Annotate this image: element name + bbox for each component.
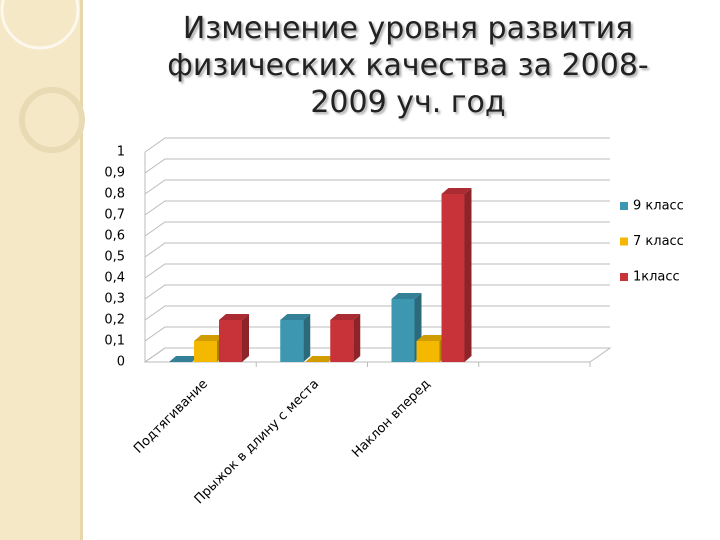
legend-label: 1класс: [633, 270, 680, 285]
chart-title: Изменение уровня развития физических кач…: [167, 11, 649, 120]
y-tick-label: 1: [117, 145, 125, 160]
legend-label: 7 класс: [633, 234, 684, 249]
bar-top: [416, 335, 447, 341]
bar: [391, 299, 415, 362]
bar-top: [169, 356, 199, 362]
x-tick-label: Подтягивание: [131, 377, 211, 457]
decor-circle: [19, 87, 85, 153]
legend-label: 9 класс: [633, 199, 684, 214]
grid-line: [144, 200, 610, 216]
bar: [441, 194, 465, 362]
bar-top: [194, 335, 224, 341]
y-tick-label: 0,3: [104, 292, 125, 307]
decor-circle: [0, 0, 80, 50]
side-border: [80, 0, 83, 540]
y-tick-label: 0,4: [104, 271, 125, 286]
y-tick-label: 0,9: [104, 166, 125, 181]
bar-top: [280, 314, 311, 320]
grid-line: [144, 158, 610, 174]
y-tick-label: 0,8: [104, 187, 125, 202]
legend-swatch: [620, 237, 628, 246]
y-tick-label: 0,2: [104, 313, 125, 328]
grid-line: [144, 263, 610, 279]
y-tick-label: 0,7: [104, 208, 125, 223]
bar: [194, 341, 217, 362]
bar: [330, 320, 354, 362]
bar: [219, 320, 242, 362]
bar-top: [330, 314, 361, 320]
y-tick-label: 0,1: [104, 334, 125, 349]
legend-swatch: [620, 202, 628, 210]
grid-line: [144, 221, 610, 237]
x-tick-label: Прыжок в длину с места: [192, 377, 323, 508]
x-tick-label: Наклон вперед: [349, 377, 433, 461]
y-tick-label: 0,5: [104, 250, 125, 265]
bar-side: [353, 314, 361, 362]
grid-line: [144, 305, 610, 321]
bar: [416, 341, 440, 362]
bar-side: [242, 314, 249, 362]
bar-top: [219, 314, 249, 320]
y-tick-label: 0: [117, 355, 125, 370]
grid-line: [144, 284, 610, 300]
y-tick-label: 0,6: [104, 229, 125, 244]
bar: [280, 320, 304, 362]
bar-top: [305, 356, 336, 362]
side-panel: [0, 0, 80, 540]
grid-line: [144, 242, 610, 258]
bar-side: [303, 314, 311, 362]
grid-line: [144, 179, 610, 195]
legend-swatch: [620, 273, 628, 281]
bar-side: [464, 188, 472, 362]
bar-top: [441, 188, 472, 194]
bar-top: [391, 293, 422, 299]
grid-line: [144, 137, 610, 153]
